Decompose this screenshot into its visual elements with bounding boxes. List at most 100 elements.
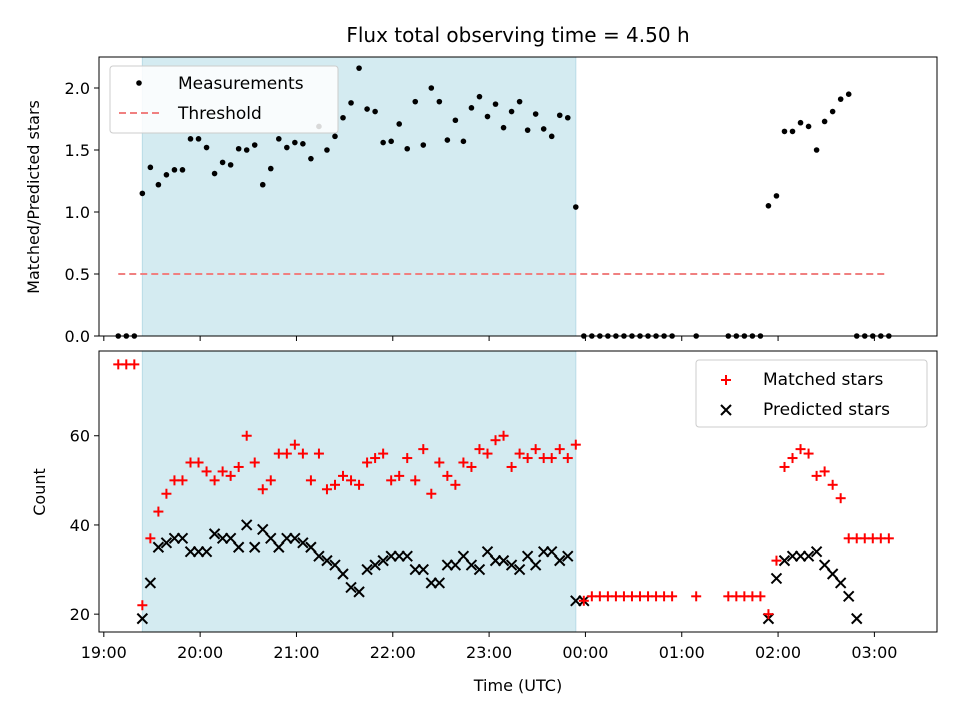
matched-point [883,533,894,544]
matched-point [466,461,477,472]
measurement-point [396,121,403,127]
measurement-point [380,139,386,146]
matched-point [426,488,437,499]
matched-point [667,591,678,602]
matched-point [691,591,702,602]
bottom-y-tick-label: 20 [70,605,90,624]
predicted-point [818,559,831,571]
legend-predicted-marker [720,404,732,416]
matched-point [578,595,589,606]
predicted-point [377,554,389,567]
legend-predicted-label: Predicted stars [763,400,890,420]
predicted-point [345,581,357,594]
matched-point [153,506,164,517]
matched-point [297,448,308,459]
matched-point [827,479,838,490]
measurement-point [284,144,290,151]
predicted-point [417,563,429,576]
measurement-point [460,138,467,145]
predicted-point [152,541,165,553]
matched-point [458,457,469,468]
measurement-point [348,100,354,106]
measurement-point [845,91,852,97]
measurement-point [139,190,146,197]
matched-point [755,591,766,602]
predicted-point [562,550,574,562]
measurement-point [267,165,274,172]
x-tick-label: 01:00 [659,643,705,662]
predicted-point [457,550,470,562]
matched-point [338,470,349,481]
measurement-point [805,123,812,130]
bottom-plot-frame [98,350,938,633]
top-y-tick-label: 1.0 [65,203,90,222]
predicted-point [497,554,510,567]
bottom-legend-box [695,359,928,428]
measurement-point [436,98,443,105]
measurement-point [428,85,435,91]
predicted-point [513,563,526,576]
bottom-shaded-interval [141,350,577,633]
measurement-point [235,145,242,152]
x-tick-label: 19:00 [81,643,127,662]
predicted-point [136,612,149,625]
x-tick-label: 20:00 [177,643,223,662]
matched-point [217,466,228,477]
matched-point [482,448,493,459]
matched-point [554,444,565,455]
matched-point [281,448,292,459]
x-tick-label: 22:00 [370,643,416,662]
matched-point [362,457,373,468]
predicted-point [321,554,333,567]
matched-point [474,444,485,455]
matched-point [201,466,212,477]
measurement-point [444,137,451,143]
matched-point [442,470,453,481]
predicted-point [473,563,486,576]
top-y-axis-label: Matched/Predicted stars [24,100,43,294]
predicted-point [176,532,189,545]
chart-title: Flux total observing time = 4.50 h [346,23,689,47]
predicted-point [353,586,365,598]
matched-point [313,448,324,459]
matched-point [193,457,204,468]
matched-point [498,430,509,441]
measurement-point [492,101,499,107]
measurement-point [773,193,780,199]
predicted-point [249,541,261,553]
measurement-point [516,98,523,105]
measurement-point [251,142,258,148]
x-tick-label: 03:00 [851,643,897,662]
matched-point [570,439,581,450]
matched-point [434,457,445,468]
measurement-point [564,114,571,121]
bottom-legend: Matched stars Predicted stars [695,359,928,428]
measurement-point [324,147,330,153]
measurement-point [548,133,555,140]
x-tick-label: 23:00 [466,643,512,662]
measurement-point [179,167,186,173]
measurement-point [340,114,346,121]
bottom-y-tick-label: 40 [70,516,90,535]
x-tick-label: 00:00 [562,643,608,662]
predicted-point [505,559,518,571]
measurement-point [259,181,266,188]
measurement-point [276,136,282,142]
matched-point [378,448,389,459]
matched-point [129,359,140,370]
top-plot-frame [98,56,938,337]
matched-point [354,479,365,490]
measurement-point [163,172,170,178]
predicted-point [240,519,253,531]
predicted-point [160,537,173,549]
legend-matched-glyph [721,375,731,385]
measurement-point [797,119,804,126]
predicted-point [770,572,783,585]
predicted-point [337,568,349,580]
legend-measurements-label: Measurements [178,74,304,94]
measurement-point [187,136,194,142]
legend-matched-marker [721,375,731,385]
matched-point [321,484,332,495]
predicted-point [529,559,542,571]
measurement-point [364,106,370,112]
